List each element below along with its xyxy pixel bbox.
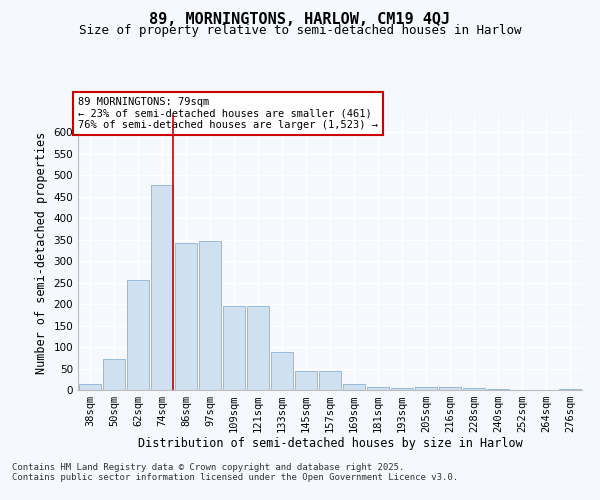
- Bar: [319, 370, 341, 390]
- Bar: [103, 358, 125, 390]
- Bar: [175, 243, 197, 390]
- Bar: [295, 370, 317, 390]
- Text: 89, MORNINGTONS, HARLOW, CM19 4QJ: 89, MORNINGTONS, HARLOW, CM19 4QJ: [149, 12, 451, 28]
- Bar: [223, 306, 245, 390]
- Bar: [343, 384, 365, 390]
- Bar: [559, 389, 581, 390]
- Text: Size of property relative to semi-detached houses in Harlow: Size of property relative to semi-detach…: [79, 24, 521, 37]
- Bar: [271, 352, 293, 390]
- Text: 89 MORNINGTONS: 79sqm
← 23% of semi-detached houses are smaller (461)
76% of sem: 89 MORNINGTONS: 79sqm ← 23% of semi-deta…: [78, 97, 378, 130]
- Bar: [391, 388, 413, 390]
- Bar: [463, 388, 485, 390]
- Bar: [415, 386, 437, 390]
- Bar: [439, 386, 461, 390]
- Text: Distribution of semi-detached houses by size in Harlow: Distribution of semi-detached houses by …: [137, 438, 523, 450]
- Text: Contains HM Land Registry data © Crown copyright and database right 2025.
Contai: Contains HM Land Registry data © Crown c…: [12, 462, 458, 482]
- Bar: [367, 386, 389, 390]
- Bar: [127, 280, 149, 390]
- Bar: [79, 384, 101, 390]
- Bar: [247, 306, 269, 390]
- Y-axis label: Number of semi-detached properties: Number of semi-detached properties: [35, 132, 48, 374]
- Bar: [199, 241, 221, 390]
- Bar: [487, 389, 509, 390]
- Bar: [151, 184, 173, 390]
